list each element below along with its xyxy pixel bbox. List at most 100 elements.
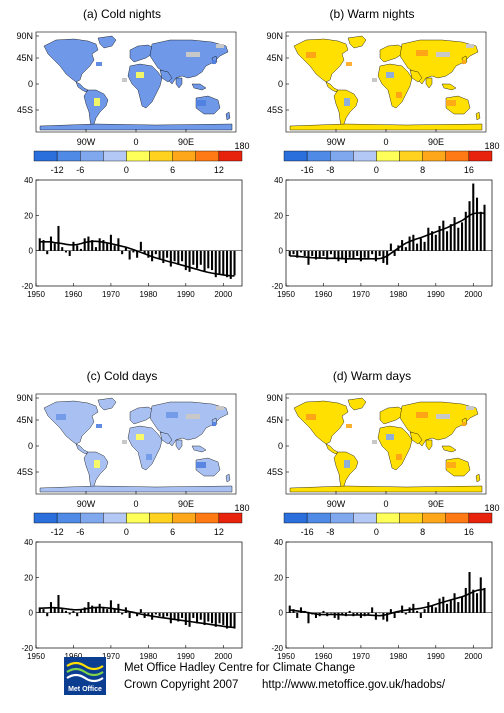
colorbar-tick: 6 xyxy=(170,527,175,537)
grid-cell xyxy=(96,424,102,428)
bar xyxy=(311,250,314,256)
bar xyxy=(117,603,120,613)
bar xyxy=(233,612,236,629)
bar xyxy=(211,250,214,271)
bar xyxy=(139,241,142,251)
grid-cell xyxy=(344,460,350,468)
bar xyxy=(434,234,437,251)
trend-line xyxy=(39,240,235,277)
x-tick-label: 1980 xyxy=(139,652,157,661)
y-tick-label: 20 xyxy=(24,211,33,220)
bar xyxy=(42,240,45,251)
x-tick-label: 1970 xyxy=(102,290,120,299)
colorbar-swatch xyxy=(306,150,331,162)
colorbar-tick: 8 xyxy=(420,527,425,537)
bar xyxy=(214,250,217,278)
y-tick-label: 40 xyxy=(24,176,33,185)
y-tick-label: -20 xyxy=(271,282,283,291)
colorbar-tick: 16 xyxy=(464,165,474,175)
colorbar-swatch xyxy=(218,150,243,162)
colorbar-swatch xyxy=(353,512,377,524)
colorbar-swatch xyxy=(376,150,400,162)
bar xyxy=(196,250,199,269)
colorbar-swatch xyxy=(422,150,446,162)
y-tick-label: 40 xyxy=(24,538,33,547)
colorbar-tick: -16 xyxy=(301,165,314,175)
bar xyxy=(464,211,467,251)
bar xyxy=(457,602,460,613)
colorbar-swatch xyxy=(330,512,354,524)
grid-cell xyxy=(136,434,144,440)
x-tick-label: 1960 xyxy=(315,652,333,661)
lat-label: 0 xyxy=(278,79,283,89)
bar xyxy=(225,250,229,278)
no-data-cell xyxy=(186,52,200,57)
bar xyxy=(363,250,366,258)
colorbar-tick: -12 xyxy=(51,165,64,175)
colorbar-swatch xyxy=(283,150,308,162)
bar xyxy=(106,243,109,251)
grid-cell xyxy=(96,62,102,66)
bar xyxy=(352,250,355,260)
bar xyxy=(94,607,97,613)
bar xyxy=(341,612,344,615)
colorbar-swatch xyxy=(399,150,423,162)
colorbar-swatch xyxy=(376,512,400,524)
bar xyxy=(472,589,475,613)
lat-label: 45N xyxy=(266,53,283,63)
bar xyxy=(166,250,169,258)
no-data-cell xyxy=(436,52,450,57)
grid-cell xyxy=(212,422,216,426)
grid-cell xyxy=(146,92,152,98)
bar xyxy=(367,250,370,260)
y-tick-label: 40 xyxy=(274,538,283,547)
bar xyxy=(229,250,232,279)
bar xyxy=(192,612,195,618)
bar xyxy=(121,250,124,255)
panel-title: (d) Warm days xyxy=(333,369,411,383)
colorbar-swatch xyxy=(80,150,104,162)
x-tick-label: 1970 xyxy=(102,652,120,661)
bar xyxy=(42,609,45,613)
lat-label: 0 xyxy=(28,79,33,89)
bar xyxy=(199,250,202,265)
panel-1: (a) Cold nights 90N 45N 0 45S 90W 0 90E -12 -6 0 6 1… xyxy=(16,7,249,299)
colorbar-swatch xyxy=(172,150,196,162)
bar xyxy=(483,587,486,613)
bar xyxy=(359,250,362,262)
x-tick-label: 1980 xyxy=(139,290,157,299)
lon-label: 0 xyxy=(383,137,388,147)
bar xyxy=(203,250,206,272)
bar xyxy=(102,240,105,251)
grid-cell xyxy=(146,454,152,460)
y-tick-label: 0 xyxy=(279,609,284,618)
x-tick-label: 1950 xyxy=(27,652,45,661)
bar xyxy=(76,612,79,617)
bar xyxy=(434,607,437,613)
grid-cell xyxy=(306,52,316,58)
y-tick-label: 0 xyxy=(29,609,34,618)
grid-cell xyxy=(462,60,466,64)
bar xyxy=(106,609,109,613)
bar xyxy=(76,245,79,251)
bar xyxy=(371,250,374,255)
colorbar-tick: 0 xyxy=(374,165,379,175)
colorbar-tick: -6 xyxy=(76,527,84,537)
colorbar-swatch xyxy=(283,512,308,524)
bar xyxy=(64,250,67,253)
y-tick-label: 0 xyxy=(29,247,34,256)
bar xyxy=(393,250,396,256)
colorbar-tick: -6 xyxy=(76,165,84,175)
world-map xyxy=(35,31,237,133)
x-tick-label: 1960 xyxy=(65,290,83,299)
bar xyxy=(431,605,434,613)
bar xyxy=(419,612,422,618)
footer-url: http://www.metoffice.gov.uk/hadobs/ xyxy=(262,679,446,691)
bar xyxy=(233,250,236,276)
colorbar-swatch xyxy=(33,512,58,524)
bar xyxy=(154,612,157,615)
bar xyxy=(218,250,221,274)
bar xyxy=(147,612,150,617)
